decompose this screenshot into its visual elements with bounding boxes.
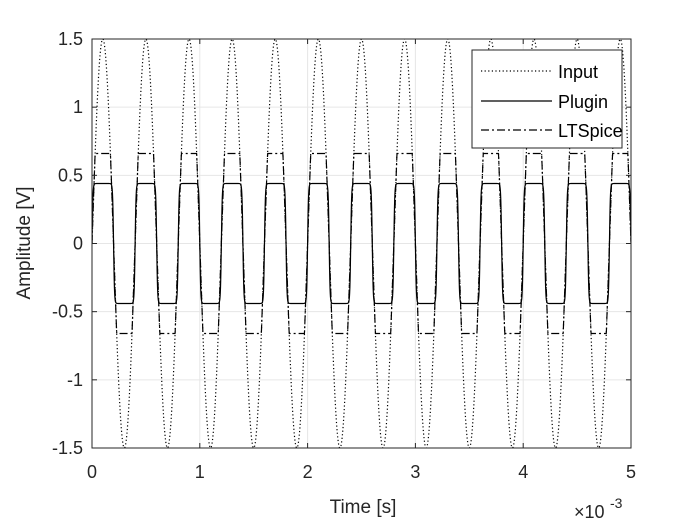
- y-tick-label-4: 0.5: [58, 165, 83, 185]
- legend-label-ltspice: LTSpice: [558, 121, 623, 141]
- series-line-input: [92, 39, 631, 448]
- y-tick-label-3: 0: [73, 234, 83, 254]
- series-layer: [92, 39, 631, 448]
- x-tick-label-5: 5: [626, 462, 636, 482]
- x-axis-label: Time [s]: [330, 497, 397, 518]
- legend-label-plugin: Plugin: [558, 92, 608, 112]
- y-tick-label-0: -1.5: [52, 438, 83, 458]
- y-tick-label-2: -0.5: [52, 302, 83, 322]
- axis-ticks: [91, 38, 632, 449]
- legend-label-input: Input: [558, 62, 598, 82]
- x-tick-label-1: 1: [195, 462, 205, 482]
- series-line-ltspice: [92, 152, 631, 335]
- x-exponent: ×10 -3: [574, 495, 623, 522]
- x-tick-labels: 0 1 2 3 4 5: [87, 462, 636, 482]
- legend: Input Plugin LTSpice: [471, 49, 623, 149]
- legend-box: [471, 49, 623, 149]
- series-line-plugin: [92, 182, 631, 305]
- x-tick-label-4: 4: [518, 462, 528, 482]
- y-tick-labels: -1.5 -1 -0.5 0 0.5 1 1.5: [52, 29, 83, 458]
- x-tick-label-2: 2: [303, 462, 313, 482]
- y-tick-label-5: 1: [73, 97, 83, 117]
- y-tick-label-6: 1.5: [58, 29, 83, 49]
- x-tick-label-0: 0: [87, 462, 97, 482]
- x-exponent-power: -3: [610, 495, 623, 511]
- x-tick-label-3: 3: [410, 462, 420, 482]
- y-tick-label-1: -1: [67, 370, 83, 390]
- x-exponent-base: ×10: [574, 502, 605, 522]
- y-axis-label: Amplitude [V]: [14, 187, 35, 300]
